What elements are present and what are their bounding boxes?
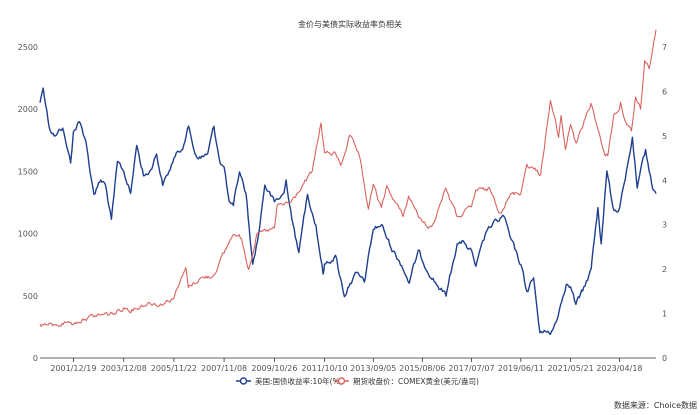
legend-marker-gold (337, 377, 346, 385)
x-tick-label: 2017/07/07 (448, 364, 494, 373)
y-right-tick-label: 3 (662, 221, 667, 230)
x-tick-label: 2019/06/11 (498, 364, 544, 373)
source-note: 数据来源：Choice数据 (614, 400, 697, 410)
legend-label-treasury: 美国:国债收益率:10年(%) (255, 376, 343, 386)
y-right-tick-label: 2 (662, 265, 667, 274)
y-left-tick-label: 500 (23, 292, 38, 301)
legend-label-gold: 期货收盘价：COMEX黄金(美元/盎司) (353, 376, 479, 386)
x-tick-label: 2005/11/22 (151, 364, 197, 373)
x-tick-label: 2021/05/21 (548, 364, 594, 373)
x-tick-label: 2011/10/10 (301, 364, 347, 373)
y-left-tick-label: 1000 (18, 230, 38, 239)
x-tick-label: 2007/11/08 (201, 364, 247, 373)
legend: 美国:国债收益率:10年(%) 期货收盘价：COMEX黄金(美元/盎司) (236, 376, 479, 386)
y-axis-right: 0 1 2 3 4 5 6 7 (662, 43, 667, 363)
x-tick-label: 2023/04/18 (596, 364, 642, 373)
x-tick-label: 2003/12/08 (101, 364, 147, 373)
chart-title: 金价与美债实际收益率负相关 (298, 19, 402, 29)
x-tick-label: 2009/10/26 (251, 364, 297, 373)
y-right-tick-label: 5 (662, 132, 667, 141)
series-layer (39, 29, 657, 336)
series-line-treasury-yield (39, 87, 657, 336)
y-axis-left: 0 500 1000 1500 2000 2500 (18, 43, 38, 363)
x-tick-label: 2001/12/19 (50, 364, 96, 373)
x-tick-label: 2013/09/05 (350, 364, 396, 373)
y-right-tick-label: 7 (662, 43, 667, 52)
y-right-tick-label: 0 (662, 354, 667, 363)
y-left-tick-label: 2000 (18, 105, 38, 114)
legend-item-gold[interactable]: 期货收盘价：COMEX黄金(美元/盎司) (334, 376, 479, 386)
series-line-gold-price (39, 29, 657, 327)
y-right-tick-label: 4 (662, 176, 667, 185)
y-left-tick-label: 2500 (18, 43, 38, 52)
y-right-tick-label: 6 (662, 87, 667, 96)
y-right-tick-label: 1 (662, 310, 667, 319)
legend-item-treasury[interactable]: 美国:国债收益率:10年(%) (236, 376, 343, 386)
legend-marker-treasury (239, 377, 248, 385)
y-left-tick-label: 0 (33, 354, 38, 363)
x-axis: 2001/12/19 2003/12/08 2005/11/22 2007/11/08… (50, 358, 643, 373)
x-tick-label: 2015/08/06 (399, 364, 445, 373)
y-left-tick-label: 1500 (18, 167, 38, 176)
